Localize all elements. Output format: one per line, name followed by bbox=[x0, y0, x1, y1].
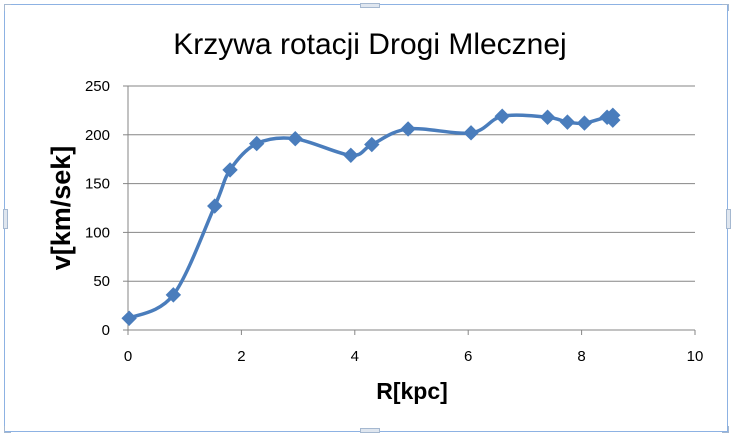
data-point-marker bbox=[400, 121, 416, 137]
y-tick-label: 200 bbox=[85, 127, 110, 144]
y-tick-labels: 0 50 100 150 200 250 bbox=[85, 78, 110, 339]
x-tick-label: 6 bbox=[464, 348, 472, 365]
resize-corner-top-left[interactable] bbox=[4, 4, 11, 11]
axes bbox=[123, 85, 696, 335]
x-tick-label: 0 bbox=[124, 348, 132, 365]
data-point-marker bbox=[364, 136, 380, 153]
y-tick-label: 150 bbox=[85, 176, 110, 193]
data-point-marker bbox=[165, 287, 182, 303]
x-tick-label: 4 bbox=[351, 348, 359, 365]
y-tick-label: 0 bbox=[102, 322, 110, 339]
y-tick-label: 250 bbox=[85, 78, 110, 95]
y-tick-label: 50 bbox=[93, 273, 110, 290]
x-tick-label: 2 bbox=[237, 348, 245, 365]
resize-corner-bottom-right[interactable] bbox=[722, 426, 729, 433]
y-tick-label: 100 bbox=[85, 224, 110, 241]
data-point-marker bbox=[539, 109, 556, 125]
resize-handle-bottom[interactable] bbox=[360, 428, 380, 433]
x-axis-title: R[kpc] bbox=[376, 378, 448, 404]
data-point-marker bbox=[605, 107, 621, 123]
resize-corner-top-right[interactable] bbox=[722, 4, 729, 11]
data-point-marker bbox=[494, 108, 510, 124]
resize-corner-bottom-left[interactable] bbox=[4, 426, 11, 433]
data-point-marker bbox=[576, 115, 593, 131]
data-point-marker bbox=[207, 198, 223, 214]
resize-handle-right[interactable] bbox=[726, 209, 731, 229]
data-point-marker bbox=[559, 114, 576, 130]
data-point-marker bbox=[343, 147, 359, 164]
resize-handle-left[interactable] bbox=[3, 209, 8, 229]
resize-handle-top[interactable] bbox=[360, 3, 380, 8]
data-point-marker bbox=[287, 130, 303, 147]
x-tick-label: 8 bbox=[577, 348, 585, 365]
data-point-marker bbox=[222, 162, 238, 178]
gridlines bbox=[128, 85, 695, 282]
data-point-marker bbox=[121, 310, 137, 326]
y-axis-title: v[km/sek] bbox=[46, 146, 76, 271]
data-point-marker bbox=[463, 125, 479, 141]
x-tick-labels: 0 2 4 6 8 10 bbox=[124, 348, 704, 365]
x-tick-label: 10 bbox=[687, 348, 704, 365]
chart-title: Krzywa rotacji Drogi Mlecznej bbox=[173, 28, 566, 61]
chart-area bbox=[3, 3, 731, 433]
data-point-marker bbox=[249, 135, 265, 152]
data-markers bbox=[121, 107, 621, 326]
